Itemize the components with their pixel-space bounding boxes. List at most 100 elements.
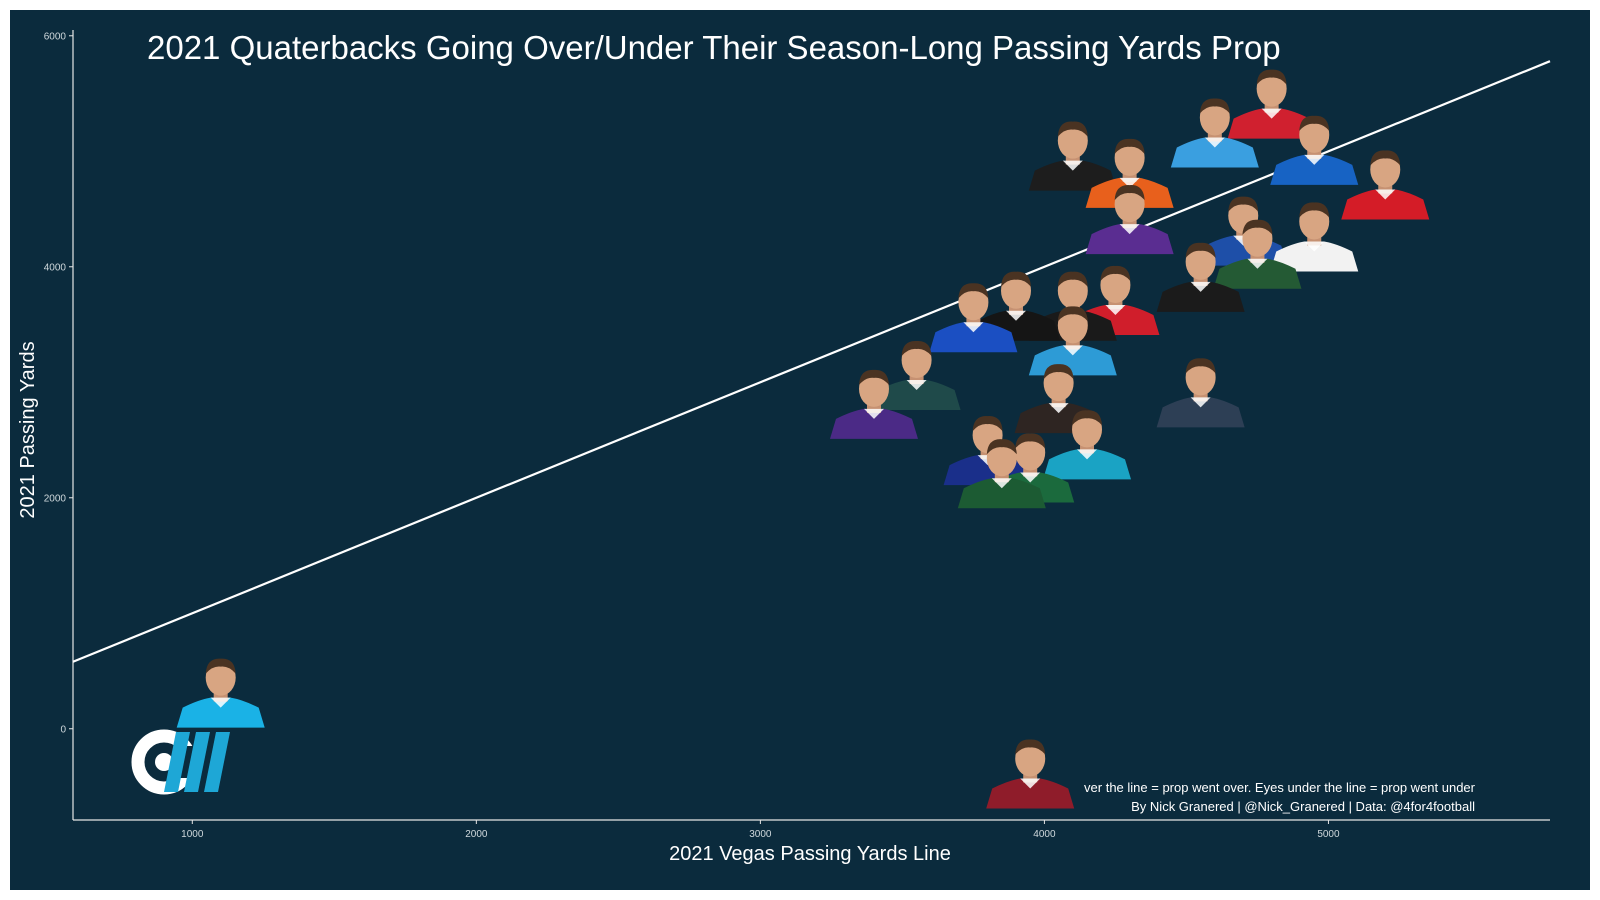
jersey-shoulders <box>872 380 961 411</box>
player-hair <box>1057 306 1088 322</box>
player-hair <box>1057 121 1088 137</box>
player-hair <box>1299 202 1330 218</box>
x-tick-label: 4000 <box>1033 829 1056 840</box>
jersey-collar <box>1119 177 1140 188</box>
player-face <box>1242 220 1273 257</box>
jersey-collar <box>1020 778 1041 789</box>
player-neck <box>966 316 981 327</box>
player-face <box>1256 70 1287 107</box>
y-tick-label: 0 <box>60 724 66 735</box>
player-neck <box>1122 171 1137 182</box>
cw-logo-icon <box>131 729 230 795</box>
player-face <box>986 440 1017 477</box>
jersey-collar <box>1062 160 1083 171</box>
player-headshot-point <box>1085 185 1174 255</box>
x-axis-label: 2021 Vegas Passing Yards Line <box>669 843 951 865</box>
player-face <box>1015 740 1046 777</box>
player-face <box>858 370 889 407</box>
jersey-collar <box>991 478 1012 489</box>
player-neck <box>1080 443 1095 454</box>
jersey-collar <box>863 408 884 419</box>
jersey-collar <box>1304 241 1325 252</box>
player-hair <box>1199 98 1230 114</box>
player-hair <box>1114 185 1145 201</box>
jersey-collar <box>1048 403 1069 414</box>
caption-line-1: ver the line = prop went over. Eyes unde… <box>1084 780 1476 795</box>
player-hair <box>1015 739 1046 755</box>
player-headshot-point <box>872 340 961 411</box>
jersey-shoulders <box>929 322 1018 353</box>
player-headshot-point <box>1156 242 1245 312</box>
jersey-shoulders <box>829 408 918 439</box>
jersey-shoulders <box>1270 241 1359 272</box>
player-headshot-point <box>957 439 1046 509</box>
player-face <box>1185 243 1216 280</box>
jersey-shoulders <box>1270 154 1359 185</box>
jersey-shoulders <box>1213 258 1302 289</box>
player-headshot-point <box>1028 121 1117 191</box>
player-hair <box>1185 358 1216 374</box>
jersey-collar <box>1247 258 1268 269</box>
player-hair <box>901 340 932 357</box>
player-points <box>176 69 1430 809</box>
chart-frame: 1000 2000 3000 4000 5000 0 2000 4000 6000 2021 Q… <box>10 10 1590 890</box>
player-face <box>901 342 932 379</box>
jersey-collar <box>963 322 984 333</box>
player-hair <box>858 369 889 385</box>
jersey-collar <box>1375 189 1396 200</box>
player-face <box>1114 139 1145 176</box>
jersey-shoulders <box>176 697 265 728</box>
player-hair <box>972 416 1003 432</box>
jersey-shoulders <box>1227 108 1316 139</box>
player-neck <box>1023 772 1038 783</box>
player-face <box>1185 359 1216 396</box>
player-hair <box>1057 271 1088 287</box>
player-hair <box>1072 410 1103 426</box>
jersey-collar <box>1204 137 1225 148</box>
player-neck <box>213 691 228 702</box>
player-face <box>1100 266 1131 303</box>
player-hair <box>986 439 1017 455</box>
jersey-shoulders <box>986 778 1075 809</box>
player-hair <box>1242 219 1273 235</box>
y-tick-label: 4000 <box>44 262 67 273</box>
player-face <box>205 659 236 696</box>
player-hair <box>1185 242 1216 258</box>
player-neck <box>1065 154 1080 165</box>
player-face <box>1370 151 1401 188</box>
player-neck <box>1193 275 1208 286</box>
player-headshot-point <box>1270 202 1359 272</box>
player-headshot-point <box>1341 150 1430 220</box>
player-headshot-point <box>1213 219 1302 289</box>
player-neck <box>1264 102 1279 113</box>
player-hair <box>1001 271 1032 287</box>
player-neck <box>1193 391 1208 402</box>
jersey-collar <box>1020 472 1041 483</box>
player-hair <box>1256 69 1287 85</box>
player-hair <box>1015 433 1046 449</box>
jersey-shoulders <box>1043 449 1132 480</box>
player-face <box>1299 203 1330 240</box>
player-face <box>1015 434 1046 471</box>
player-neck <box>994 472 1009 483</box>
player-headshot-point <box>986 739 1075 809</box>
jersey-collar <box>1006 310 1027 321</box>
player-headshot-point <box>1156 358 1245 428</box>
player-neck <box>1378 183 1393 194</box>
player-neck <box>909 374 924 385</box>
player-neck <box>1307 148 1322 159</box>
player-neck <box>1051 397 1066 408</box>
player-neck <box>1009 304 1024 315</box>
player-headshot-point <box>176 658 265 728</box>
x-tick-label: 2000 <box>465 829 488 840</box>
jersey-collar <box>906 380 927 391</box>
player-face <box>1001 272 1032 309</box>
x-tick-label: 3000 <box>749 829 772 840</box>
jersey-collar <box>210 697 231 708</box>
caption-line-2: By Nick Granered | @Nick_Granered | Data… <box>1131 799 1475 814</box>
player-face <box>1299 116 1330 153</box>
player-headshot-point <box>1043 410 1132 480</box>
player-face <box>1057 307 1088 344</box>
player-hair <box>1299 115 1330 131</box>
player-neck <box>1250 252 1265 263</box>
